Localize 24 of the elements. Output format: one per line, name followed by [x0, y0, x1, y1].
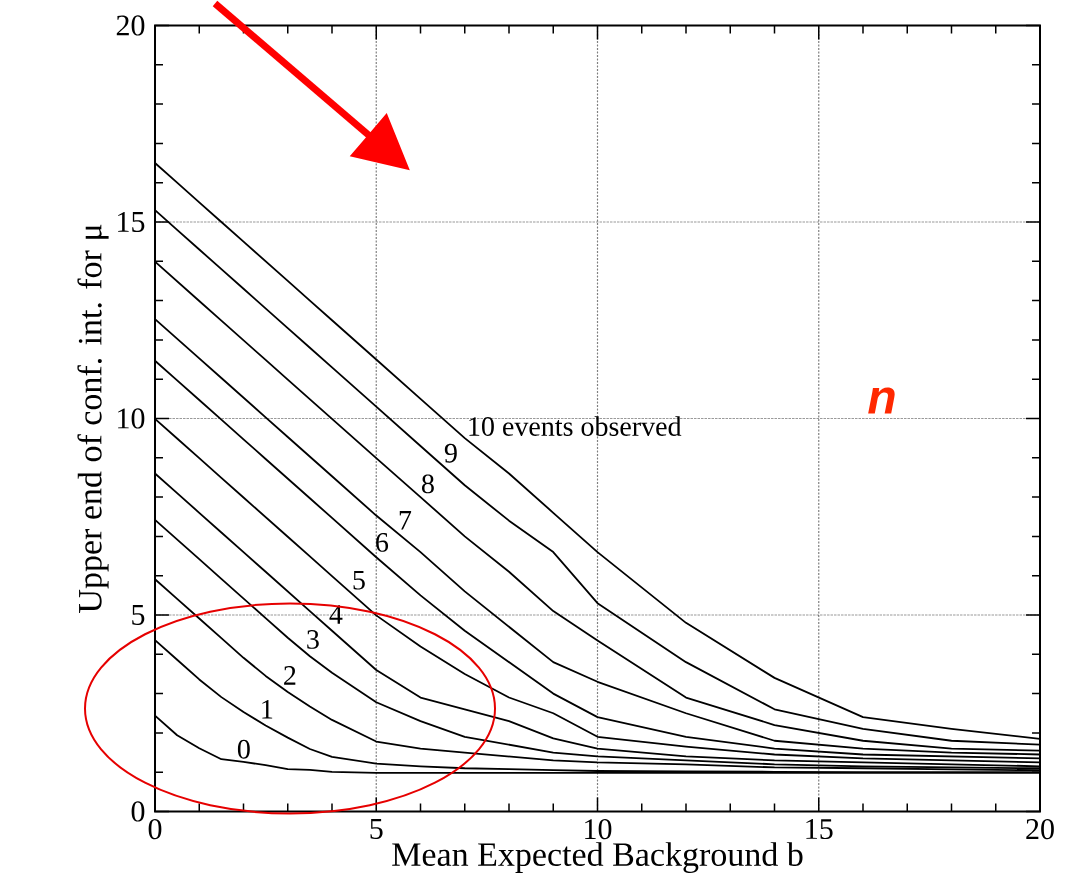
y-axis-title: Upper end of conf. int. for μ	[77, 224, 109, 613]
y-tick-label: 15	[118, 211, 145, 232]
series-label: 0	[237, 739, 250, 759]
x-tick-label: 15	[806, 818, 833, 839]
x-tick-label: 0	[148, 818, 162, 840]
x-tick-label: 10	[585, 818, 612, 840]
series-label: 9	[444, 443, 457, 463]
y-tick-label: 10	[118, 408, 145, 429]
series-label: 8	[422, 474, 434, 494]
x-axis-title: Mean Expected Background b	[392, 841, 803, 873]
y-tick-label: 20	[116, 15, 145, 36]
series-label: 10 events observed	[469, 416, 682, 436]
series-label: 5	[353, 570, 365, 590]
y-tick-label: 5	[132, 604, 145, 625]
series-label: 3	[307, 629, 319, 649]
annotation: n	[868, 387, 895, 414]
y-tick-label: 0	[131, 801, 145, 822]
series-label: 6	[376, 532, 389, 552]
x-tick-label: 20	[1026, 818, 1054, 840]
x-tick-label: 5	[370, 818, 383, 839]
series-label: 4	[329, 605, 343, 624]
series-label: 1	[262, 699, 273, 719]
series-label: 7	[399, 510, 412, 530]
series-label: 2	[284, 665, 296, 685]
